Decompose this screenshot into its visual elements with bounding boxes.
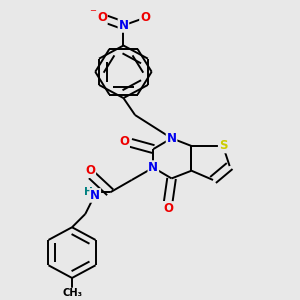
Text: O: O	[119, 135, 129, 148]
Text: O: O	[85, 164, 95, 177]
Text: N: N	[148, 161, 158, 174]
Text: CH₃: CH₃	[62, 288, 82, 298]
Text: O: O	[97, 11, 107, 24]
Text: S: S	[219, 140, 227, 152]
Text: O: O	[163, 202, 173, 215]
Text: N: N	[167, 132, 177, 145]
Text: O: O	[140, 11, 150, 24]
Text: H: H	[84, 187, 93, 197]
Text: +: +	[121, 22, 126, 28]
Text: N: N	[90, 189, 100, 202]
Text: −: −	[89, 6, 96, 15]
Text: N: N	[118, 19, 128, 32]
